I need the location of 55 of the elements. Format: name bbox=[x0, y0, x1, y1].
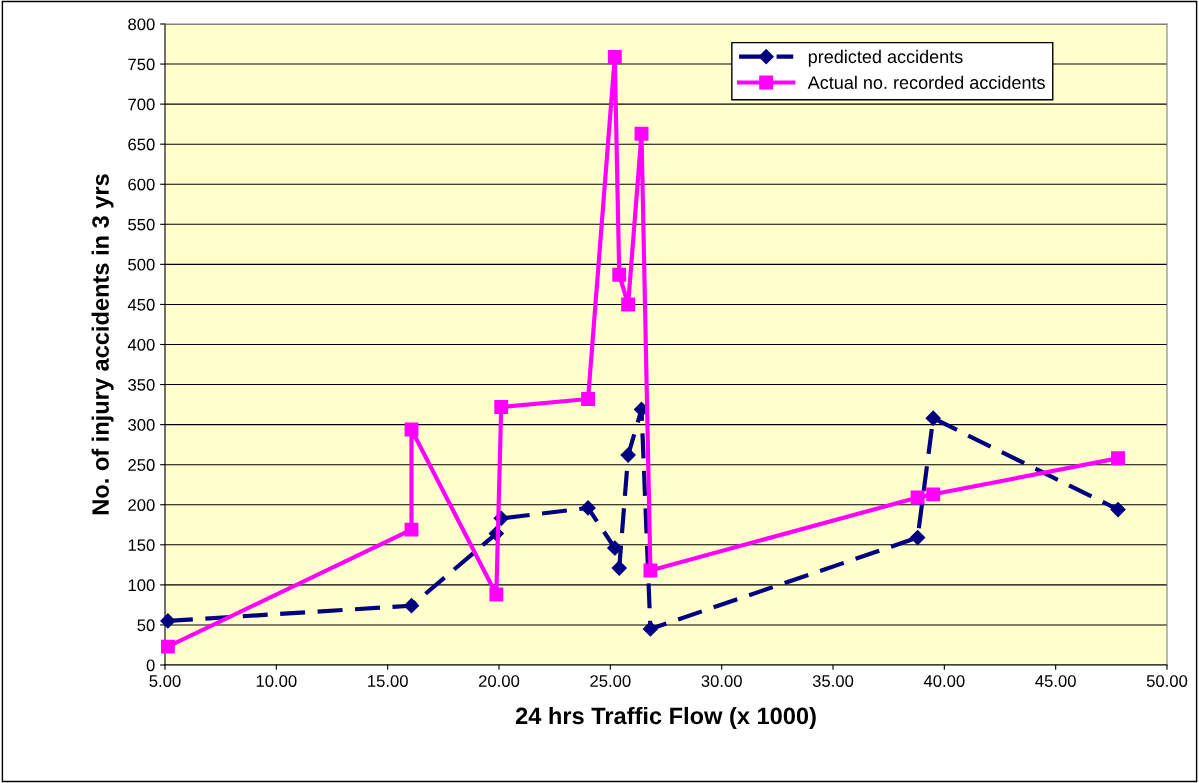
y-tick-label: 600 bbox=[128, 178, 155, 191]
point bbox=[926, 487, 941, 502]
y-tick-label: 800 bbox=[128, 18, 155, 31]
point bbox=[494, 400, 509, 414]
point bbox=[403, 598, 420, 614]
point bbox=[1111, 451, 1125, 466]
point bbox=[642, 621, 658, 637]
y-tick-label: 700 bbox=[128, 98, 155, 111]
x-tick-label: 50.00 bbox=[1146, 675, 1188, 687]
y-tick-label: 300 bbox=[128, 419, 155, 431]
y-tick-label: 350 bbox=[128, 378, 155, 391]
x-tick-label: 20.00 bbox=[478, 675, 520, 687]
y-tick-label: 200 bbox=[128, 499, 155, 511]
y-tick-label: 450 bbox=[127, 298, 155, 311]
point bbox=[634, 126, 649, 141]
y-tick-label: 0 bbox=[146, 659, 155, 672]
point bbox=[910, 490, 925, 505]
y-tick-label: 400 bbox=[127, 338, 155, 351]
point bbox=[1110, 501, 1126, 518]
point bbox=[581, 392, 596, 406]
y-tick-label: 150 bbox=[128, 539, 155, 552]
point bbox=[643, 563, 658, 578]
x-tick-label: 10.00 bbox=[256, 675, 297, 687]
y-tick-label: 500 bbox=[128, 258, 155, 271]
y-tick-label: 50 bbox=[137, 619, 155, 632]
point bbox=[621, 297, 636, 312]
point bbox=[925, 410, 941, 426]
x-tick-label: 25.00 bbox=[590, 675, 631, 687]
point bbox=[160, 639, 175, 654]
y-tick-label: 550 bbox=[128, 218, 155, 231]
point bbox=[607, 540, 623, 556]
y-axis-title: No. of injury accidents in 3 yrs bbox=[91, 174, 114, 515]
x-axis-title: 24 hrs Traffic Flow (x 1000) bbox=[515, 706, 816, 729]
y-tick-label: 750 bbox=[128, 58, 155, 71]
y-tick-label: 100 bbox=[128, 579, 155, 592]
x-tick-label: 45.00 bbox=[1035, 675, 1076, 687]
point bbox=[404, 522, 419, 537]
point bbox=[620, 447, 636, 463]
x-tick-label: 30.00 bbox=[701, 675, 742, 687]
point bbox=[612, 267, 627, 282]
y-tick-label: 250 bbox=[128, 459, 155, 471]
point bbox=[489, 587, 504, 602]
legend-label: Actual no. recorded accidents bbox=[807, 75, 1045, 89]
point bbox=[910, 530, 926, 546]
x-tick-label: 40.00 bbox=[923, 675, 965, 687]
x-tick-label: 35.00 bbox=[812, 675, 854, 687]
point bbox=[607, 49, 622, 64]
point bbox=[580, 500, 596, 516]
point bbox=[404, 422, 419, 437]
point bbox=[160, 613, 176, 629]
y-tick-label: 650 bbox=[128, 138, 155, 151]
point bbox=[611, 560, 627, 576]
x-tick-label: 5.00 bbox=[149, 675, 181, 687]
x-tick-label: 15.00 bbox=[368, 675, 408, 687]
legend-label: predicted accidents bbox=[808, 49, 963, 67]
